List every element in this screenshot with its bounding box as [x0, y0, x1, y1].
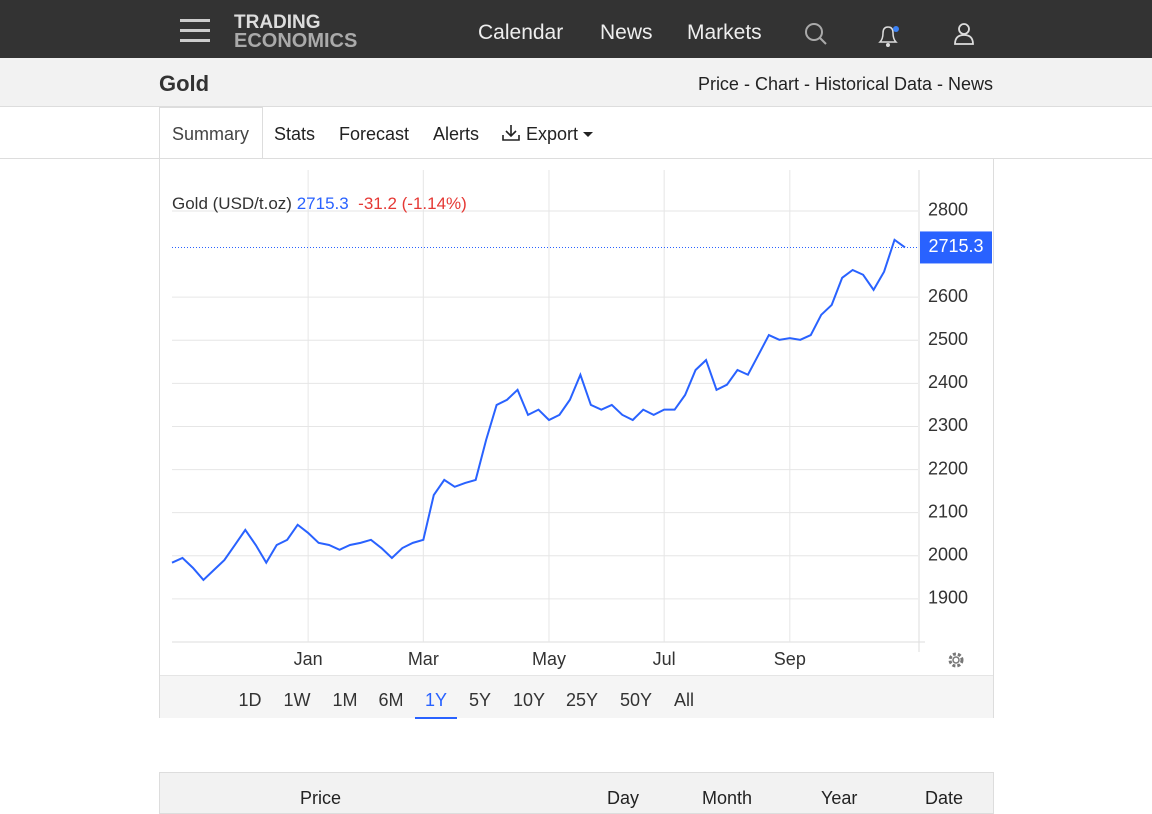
last-price-badge — [920, 231, 992, 264]
y-tick-label: 2300 — [928, 415, 968, 435]
logo-bottom: ECONOMICS — [234, 30, 358, 52]
y-tick-label: 2400 — [928, 372, 968, 392]
range-button[interactable]: 6M — [378, 690, 404, 710]
range-button[interactable]: 5Y — [468, 690, 492, 710]
user-icon[interactable] — [952, 22, 976, 46]
quote-change: -31.2 (-1.14%) — [358, 194, 467, 213]
section-links[interactable]: Price - Chart - Historical Data - News — [697, 74, 993, 94]
y-tick-label: 2100 — [928, 501, 968, 521]
nav-link[interactable]: Markets — [687, 21, 762, 44]
quote-price: 2715.3 — [296, 194, 349, 213]
x-tick-label: May — [532, 649, 566, 669]
column-header: Month — [702, 788, 753, 808]
chart: 1900 2000 2100 2200 2300 2400 2500 2600 2800 Jan M… — [171, 170, 992, 669]
y-tick-label: 2200 — [928, 458, 968, 478]
range-button[interactable]: 50Y — [619, 690, 653, 710]
tab[interactable]: Export — [526, 124, 579, 144]
range-button[interactable]: 10Y — [512, 690, 546, 710]
quote-name: Gold (USD/t.oz) — [172, 194, 292, 213]
range-button[interactable]: 1M — [332, 690, 358, 710]
range-button[interactable]: 1Y — [414, 690, 458, 719]
column-header: Year — [821, 788, 858, 808]
price-line — [171, 238, 906, 582]
table-header: Price Day Month Year Date — [159, 772, 994, 814]
x-tick-label: Jul — [653, 649, 676, 669]
range-button[interactable]: 1W — [283, 690, 311, 710]
logo-top: TRADING — [234, 12, 321, 33]
nav-link[interactable]: Calendar — [478, 21, 564, 44]
tab[interactable]: Stats — [274, 124, 316, 144]
x-tick-label: Jan — [294, 649, 323, 669]
column-header: Price — [300, 788, 342, 808]
tab[interactable]: Alerts — [433, 124, 480, 144]
chart-box — [159, 158, 994, 718]
range-button[interactable]: 1D — [238, 690, 262, 710]
y-tick-label: 2800 — [928, 200, 968, 220]
last-price-label: 2715.3 — [928, 236, 983, 256]
x-tick-label: Sep — [774, 649, 806, 669]
menu-icon[interactable] — [180, 18, 210, 44]
quote: Gold (USD/t.oz) 2715.3 -31.2 (-1.14%) — [172, 194, 467, 214]
top-nav: TRADING ECONOMICS Calendar News Markets — [0, 0, 1152, 58]
y-tick-label: 1900 — [928, 588, 968, 608]
bell-icon[interactable] — [876, 24, 902, 48]
x-tick-label: Mar — [408, 649, 439, 669]
range-button[interactable]: All — [673, 690, 695, 710]
settings-icon[interactable] — [948, 652, 964, 668]
subheader: Gold Price - Chart - Historical Data - N… — [0, 58, 1152, 107]
range-button[interactable]: 25Y — [565, 690, 599, 710]
active-tab-bg — [159, 107, 263, 159]
page-title: Gold — [159, 71, 210, 96]
column-header: Day — [607, 788, 640, 808]
y-tick-label: 2000 — [928, 545, 968, 565]
caret — [583, 132, 593, 137]
logo[interactable]: TRADING ECONOMICS — [234, 12, 358, 52]
tab[interactable]: Summary — [172, 124, 250, 144]
download-icon — [502, 125, 520, 141]
y-tick-label: 2500 — [928, 329, 968, 349]
tab[interactable]: Forecast — [339, 124, 410, 144]
range-bar — [160, 675, 993, 718]
y-tick-label: 2600 — [928, 286, 968, 306]
nav-link[interactable]: News — [600, 21, 653, 44]
column-header: Date — [925, 788, 964, 808]
search-icon[interactable] — [804, 22, 828, 46]
